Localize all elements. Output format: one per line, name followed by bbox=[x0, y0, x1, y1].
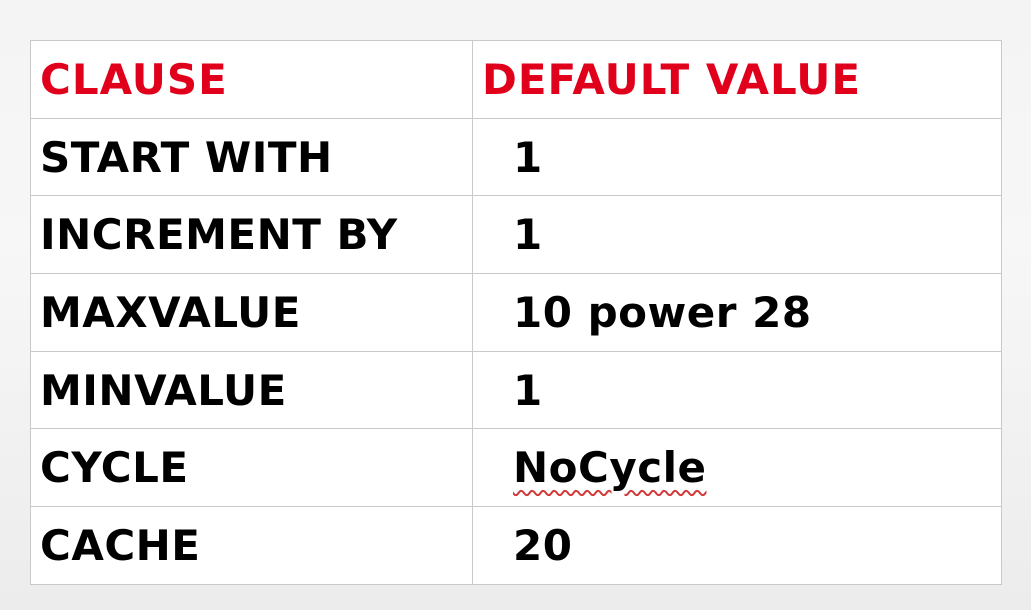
header-row: CLAUSE DEFAULT VALUE bbox=[30, 40, 1002, 119]
clause-cell: CACHE bbox=[30, 506, 473, 585]
sequence-defaults-table: CLAUSE DEFAULT VALUE START WITH 1 INCREM… bbox=[30, 40, 1002, 585]
default-value-cell: 1 bbox=[472, 350, 1002, 430]
table-row: CYCLE NoCycle bbox=[30, 428, 1002, 508]
spellcheck-underlined-text: NoCycle bbox=[513, 443, 707, 493]
table-body: START WITH 1 INCREMENT BY 1 MAXVALUE 10 … bbox=[30, 117, 1002, 585]
header-default-value: DEFAULT VALUE bbox=[472, 40, 1002, 119]
table-row: START WITH 1 bbox=[30, 117, 1002, 197]
default-value-cell: 1 bbox=[472, 117, 1002, 197]
table-row: CACHE 20 bbox=[30, 506, 1002, 585]
default-value-cell: NoCycle bbox=[472, 428, 1002, 508]
clause-cell: START WITH bbox=[30, 117, 473, 197]
default-value-cell: 20 bbox=[472, 506, 1002, 585]
table-row: MINVALUE 1 bbox=[30, 350, 1002, 430]
clause-cell: CYCLE bbox=[30, 428, 473, 508]
table-header: CLAUSE DEFAULT VALUE bbox=[30, 40, 1002, 119]
clause-cell: MINVALUE bbox=[30, 350, 473, 430]
table-row: INCREMENT BY 1 bbox=[30, 195, 1002, 275]
default-value-cell: 1 bbox=[472, 195, 1002, 275]
default-value-cell: 10 power 28 bbox=[472, 273, 1002, 352]
clause-cell: INCREMENT BY bbox=[30, 195, 473, 275]
slide: CLAUSE DEFAULT VALUE START WITH 1 INCREM… bbox=[30, 40, 1002, 585]
clause-cell: MAXVALUE bbox=[30, 273, 473, 352]
header-clause: CLAUSE bbox=[30, 40, 473, 119]
table-row: MAXVALUE 10 power 28 bbox=[30, 273, 1002, 352]
